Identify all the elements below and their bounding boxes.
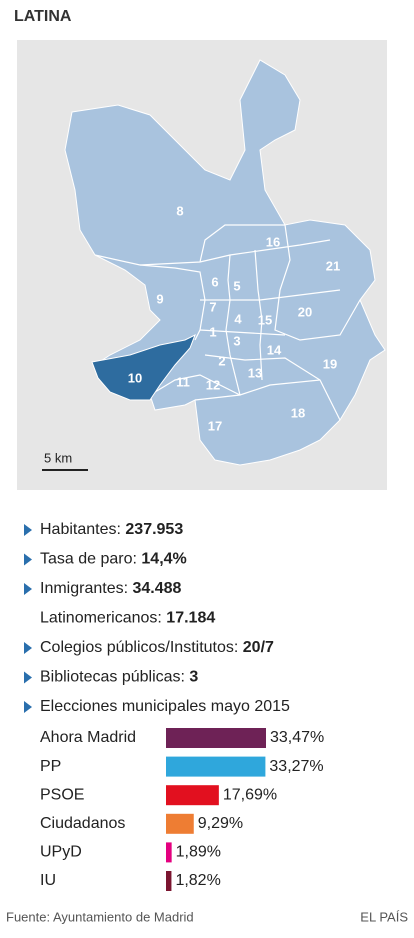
district-label: 19 [323, 356, 337, 371]
district-label: 14 [267, 342, 282, 357]
bar [166, 756, 266, 777]
district-label: 15 [258, 312, 272, 327]
bullet [24, 553, 32, 566]
bar [166, 728, 266, 748]
bullet [24, 524, 32, 536]
stat: Colegios públicos/Institutos: 20/7 [40, 639, 274, 656]
stat: Habitantes: 237.953 [40, 521, 183, 538]
bullet [24, 583, 32, 595]
district-label: 7 [209, 299, 216, 314]
bullet [24, 642, 32, 654]
stat-label: Elecciones municipales mayo 2015 [40, 698, 290, 715]
stat-detail: Latinomericanos: 17.184 [40, 610, 215, 627]
scale-label: 5 km [44, 450, 72, 465]
district-label: 2 [218, 353, 225, 368]
category-label: PP [40, 758, 61, 775]
stat-label: Tasa de paro: [40, 551, 137, 568]
bar [166, 785, 219, 806]
district-label: 6 [211, 274, 218, 289]
district-label: 1 [209, 324, 216, 339]
district-label: 13 [248, 365, 262, 380]
district-label: 21 [326, 258, 340, 273]
value-label: 9,29% [198, 815, 243, 832]
district-label: 11 [176, 374, 190, 389]
stat: Tasa de paro: 14,4% [40, 551, 187, 568]
stat: Elecciones municipales mayo 2015 [40, 698, 290, 715]
district-label: 16 [266, 234, 280, 249]
district-label: 20 [298, 304, 312, 319]
stat-value: 237.953 [125, 521, 183, 538]
bar [166, 842, 172, 863]
stat: Bibliotecas públicas: 3 [40, 669, 198, 686]
category-label: IU [40, 872, 56, 889]
stat-label: Inmigrantes: [40, 580, 128, 597]
bar [166, 813, 194, 834]
category-label: Ahora Madrid [40, 729, 136, 746]
bullet [24, 701, 32, 713]
latina-district [91, 333, 196, 401]
stat: Inmigrantes: 34.488 [40, 580, 182, 597]
value-label: 33,47% [270, 729, 324, 746]
stat-label: Colegios públicos/Institutos: [40, 639, 238, 656]
stat-label: Habitantes: [40, 521, 121, 538]
category-label: Ciudadanos [40, 815, 125, 832]
source: Fuente: Ayuntamiento de Madrid [6, 909, 194, 924]
district-label: 9 [156, 291, 163, 306]
election-chart: Ahora Madrid 33,47% PP 33,27% PSOE 17,69% Ciud… [40, 728, 324, 891]
brand: EL PAÍS [360, 909, 408, 924]
district-label: 8 [176, 203, 183, 218]
bar [166, 871, 172, 891]
stats-list: Habitantes: 237.953 Tasa de paro: 14,4% In… [24, 521, 290, 715]
stat-value: 3 [189, 669, 198, 686]
stat-label: Latinomericanos: [40, 610, 162, 627]
stat-label: Bibliotecas públicas: [40, 669, 185, 686]
stat-value: 17.184 [166, 610, 215, 627]
value-label: 17,69% [223, 786, 277, 803]
category-label: PSOE [40, 786, 84, 803]
district-label: 18 [291, 405, 305, 420]
value-label: 1,82% [175, 872, 220, 889]
stat-value: 20/7 [243, 639, 274, 656]
district-label: 5 [233, 278, 240, 293]
district-borders [94, 224, 361, 421]
district-label: 12 [206, 377, 220, 392]
value-label: 33,27% [269, 758, 323, 775]
value-label: 1,89% [176, 844, 221, 861]
district-label: 4 [234, 311, 242, 326]
bullet [24, 671, 32, 684]
category-label: UPyD [40, 844, 82, 861]
district-label: 10 [128, 370, 142, 385]
title: LATINA [14, 8, 72, 25]
district-label: 17 [208, 418, 222, 433]
district-label: 3 [233, 333, 240, 348]
stat-value: 34.488 [133, 580, 182, 597]
stat-value: 14,4% [141, 551, 186, 568]
